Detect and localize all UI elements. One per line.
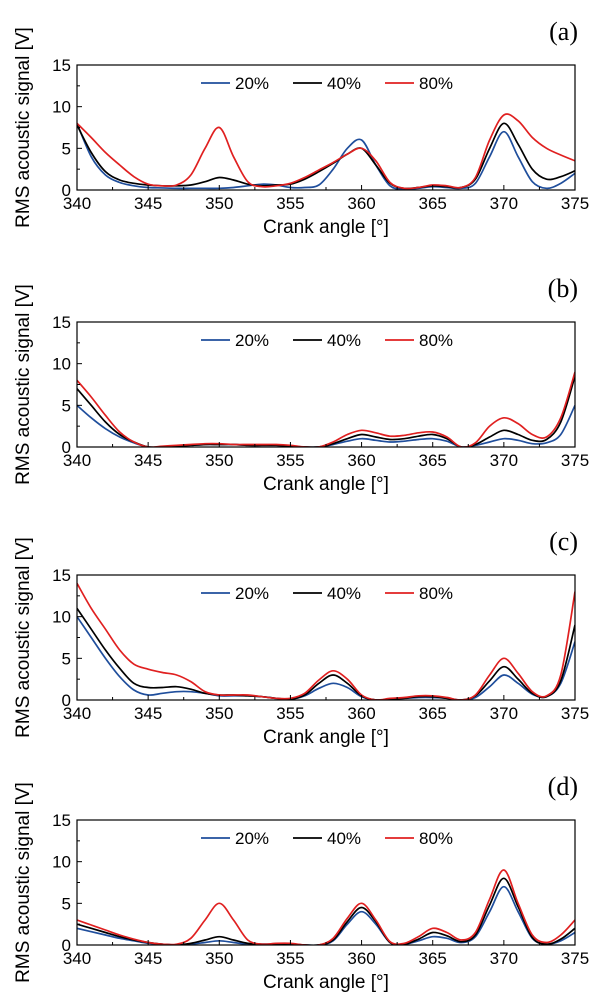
panel-c: (c) Crank angle [°] RMS acoustic signal …	[13, 527, 589, 748]
panel-a: (a) Crank angle [°] RMS acoustic signal …	[13, 17, 589, 238]
series-line-80pct	[77, 582, 575, 700]
series-line-20pct	[77, 122, 575, 190]
panel-b: (b) Crank angle [°] RMS acoustic signal …	[13, 274, 589, 495]
y-tick-label: 0	[62, 936, 71, 955]
x-tick-label: 365	[419, 949, 447, 968]
series-line-20pct	[77, 885, 575, 945]
y-tick-label: 5	[62, 894, 71, 913]
x-tick-label: 350	[205, 704, 233, 723]
x-tick-label: 365	[419, 451, 447, 470]
y-tick-label: 0	[62, 181, 71, 200]
x-axis-label: Crank angle [°]	[263, 217, 389, 238]
series-line-20pct	[77, 616, 575, 700]
x-tick-label: 340	[63, 451, 91, 470]
y-tick-label: 0	[62, 691, 71, 710]
x-tick-label: 375	[561, 949, 589, 968]
x-tick-label: 345	[134, 949, 162, 968]
y-tick-label: 10	[52, 98, 71, 117]
y-tick-label: 10	[52, 355, 71, 374]
y-tick-label: 0	[62, 438, 71, 457]
x-tick-label: 350	[205, 194, 233, 213]
x-tick-label: 355	[276, 194, 304, 213]
legend-label: 20%	[235, 829, 269, 848]
y-axis-label: RMS acoustic signal [V]	[13, 27, 34, 228]
x-tick-label: 345	[134, 194, 162, 213]
legend-label: 40%	[327, 74, 361, 93]
x-axis-label: Crank angle [°]	[263, 727, 389, 748]
y-tick-label: 15	[52, 313, 71, 332]
x-tick-label: 375	[561, 451, 589, 470]
panel-label: (a)	[549, 17, 578, 46]
y-tick-label: 15	[52, 566, 71, 585]
x-tick-label: 370	[490, 194, 518, 213]
legend-label: 40%	[327, 829, 361, 848]
x-tick-label: 345	[134, 451, 162, 470]
plot-frame	[76, 321, 576, 448]
x-tick-label: 340	[63, 949, 91, 968]
x-tick-label: 360	[347, 704, 375, 723]
x-tick-label: 350	[205, 451, 233, 470]
panel-label: (b)	[548, 274, 578, 303]
x-tick-label: 375	[561, 194, 589, 213]
series-line-40pct	[77, 607, 575, 700]
x-tick-label: 370	[490, 704, 518, 723]
y-tick-label: 10	[52, 853, 71, 872]
x-tick-label: 375	[561, 704, 589, 723]
legend-label: 40%	[327, 331, 361, 350]
y-tick-label: 5	[62, 139, 71, 158]
series-line-80pct	[77, 371, 575, 447]
x-tick-label: 340	[63, 704, 91, 723]
y-tick-label: 5	[62, 396, 71, 415]
x-tick-label: 355	[276, 704, 304, 723]
x-tick-label: 355	[276, 949, 304, 968]
panel-label: (d)	[548, 772, 578, 801]
plot-frame	[76, 574, 576, 701]
y-tick-label: 15	[52, 56, 71, 75]
y-tick-label: 10	[52, 608, 71, 627]
legend-label: 20%	[235, 74, 269, 93]
x-tick-label: 360	[347, 194, 375, 213]
y-axis-label: RMS acoustic signal [V]	[13, 782, 34, 983]
legend-label: 40%	[327, 584, 361, 603]
legend-label: 20%	[235, 584, 269, 603]
legend-label: 80%	[419, 74, 453, 93]
y-axis-label: RMS acoustic signal [V]	[13, 284, 34, 485]
y-tick-label: 15	[52, 811, 71, 830]
legend-label: 80%	[419, 584, 453, 603]
series-line-40pct	[77, 375, 575, 447]
panel-d: (d) Crank angle [°] RMS acoustic signal …	[13, 772, 589, 993]
x-tick-label: 370	[490, 949, 518, 968]
x-tick-label: 365	[419, 194, 447, 213]
panel-label: (c)	[549, 527, 578, 556]
x-tick-label: 365	[419, 704, 447, 723]
x-tick-label: 340	[63, 194, 91, 213]
series-line-80pct	[77, 113, 575, 190]
x-tick-label: 350	[205, 949, 233, 968]
x-tick-label: 345	[134, 704, 162, 723]
x-tick-label: 355	[276, 451, 304, 470]
x-axis-label: Crank angle [°]	[263, 972, 389, 993]
series-line-20pct	[77, 404, 575, 447]
y-tick-label: 5	[62, 649, 71, 668]
legend-label: 20%	[235, 331, 269, 350]
x-tick-label: 360	[347, 949, 375, 968]
legend-label: 80%	[419, 331, 453, 350]
legend-label: 80%	[419, 829, 453, 848]
x-tick-label: 360	[347, 451, 375, 470]
x-tick-label: 370	[490, 451, 518, 470]
x-axis-label: Crank angle [°]	[263, 474, 389, 495]
y-axis-label: RMS acoustic signal [V]	[13, 537, 34, 738]
